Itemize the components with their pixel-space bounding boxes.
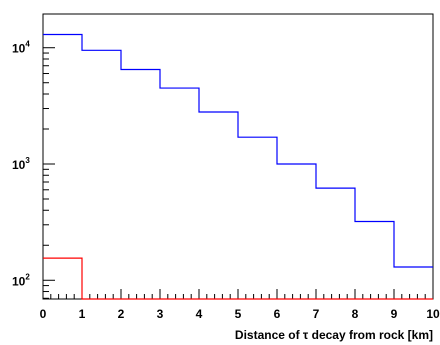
x-tick-label: 10 [426, 307, 440, 321]
y-minor-ticks [43, 47, 55, 299]
x-tick-label: 8 [352, 307, 359, 321]
x-minor-ticks [42, 289, 434, 299]
x-tick-label: 2 [118, 307, 125, 321]
x-tick-label: 7 [313, 307, 320, 321]
y-tick-label: 102 [12, 272, 30, 288]
plot-frame [42, 13, 434, 300]
x-tick-labels: 0 1 2 3 4 5 6 7 8 9 10 [40, 307, 440, 321]
x-tick-label: 1 [79, 307, 86, 321]
x-tick-label: 4 [196, 307, 203, 321]
x-tick-label: 9 [391, 307, 398, 321]
series-0-step-line [43, 33, 433, 268]
series-layer [43, 33, 433, 300]
y-tick-label: 104 [12, 40, 30, 56]
x-tick-label: 6 [274, 307, 281, 321]
y-tick-labels: 102 103 104 [12, 40, 30, 289]
x-axis-title: Distance of τ decay from rock [km] [235, 328, 433, 342]
x-tick-label: 0 [40, 307, 47, 321]
y-tick-label: 103 [12, 156, 30, 172]
x-tick-label: 3 [157, 307, 164, 321]
series-1-step-line [43, 257, 433, 300]
x-tick-label: 5 [235, 307, 242, 321]
